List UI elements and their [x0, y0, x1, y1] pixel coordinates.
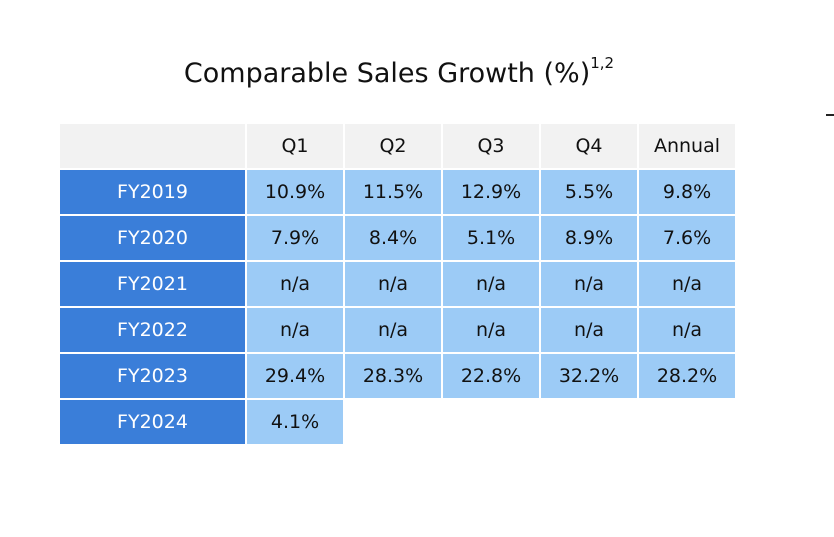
table-cell: 5.1% — [443, 216, 539, 260]
table-cell: n/a — [443, 308, 539, 352]
table-cell: 8.4% — [345, 216, 441, 260]
corner-cell — [60, 124, 245, 168]
table-cell: 29.4% — [247, 354, 343, 398]
edge-dash-mark — [826, 114, 834, 116]
column-header-annual: Annual — [639, 124, 735, 168]
empty-cell — [639, 400, 735, 444]
table-cell: 28.3% — [345, 354, 441, 398]
column-header-q1: Q1 — [247, 124, 343, 168]
row-label-fy2019: FY2019 — [60, 170, 245, 214]
table-cell: 9.8% — [639, 170, 735, 214]
table-cell: 8.9% — [541, 216, 637, 260]
table-row: FY2024 4.1% — [60, 400, 735, 444]
table-cell: n/a — [247, 262, 343, 306]
table-row: FY2019 10.9% 11.5% 12.9% 5.5% 9.8% — [60, 170, 735, 214]
table-cell: 7.9% — [247, 216, 343, 260]
table-cell: 22.8% — [443, 354, 539, 398]
table-cell: 10.9% — [247, 170, 343, 214]
table-cell: n/a — [541, 262, 637, 306]
header-row: Q1 Q2 Q3 Q4 Annual — [60, 124, 735, 168]
table-cell: n/a — [247, 308, 343, 352]
empty-cell — [345, 400, 441, 444]
table-cell: n/a — [443, 262, 539, 306]
table-row: FY2023 29.4% 28.3% 22.8% 32.2% 28.2% — [60, 354, 735, 398]
table-row: FY2022 n/a n/a n/a n/a n/a — [60, 308, 735, 352]
column-header-q4: Q4 — [541, 124, 637, 168]
table-cell: 32.2% — [541, 354, 637, 398]
row-label-fy2020: FY2020 — [60, 216, 245, 260]
row-label-fy2021: FY2021 — [60, 262, 245, 306]
table-row: FY2021 n/a n/a n/a n/a n/a — [60, 262, 735, 306]
table-cell: 12.9% — [443, 170, 539, 214]
table-row: FY2020 7.9% 8.4% 5.1% 8.9% 7.6% — [60, 216, 735, 260]
row-label-fy2024: FY2024 — [60, 400, 245, 444]
table-cell: n/a — [639, 308, 735, 352]
table-cell: 7.6% — [639, 216, 735, 260]
column-header-q3: Q3 — [443, 124, 539, 168]
empty-cell — [541, 400, 637, 444]
table-cell: 28.2% — [639, 354, 735, 398]
table-cell: n/a — [541, 308, 637, 352]
row-label-fy2022: FY2022 — [60, 308, 245, 352]
title-text: Comparable Sales Growth (%) — [183, 58, 591, 89]
sales-growth-table: Q1 Q2 Q3 Q4 Annual FY2019 10.9% 11.5% 12… — [58, 122, 737, 446]
column-header-q2: Q2 — [345, 124, 441, 168]
table-cell: 4.1% — [247, 400, 343, 444]
empty-cell — [443, 400, 539, 444]
table-cell: n/a — [345, 262, 441, 306]
row-label-fy2023: FY2023 — [60, 354, 245, 398]
table-cell: n/a — [639, 262, 735, 306]
table-cell: 11.5% — [345, 170, 441, 214]
table-title: Comparable Sales Growth (%)1,2 — [0, 54, 834, 89]
table-cell: n/a — [345, 308, 441, 352]
title-footnote-marker: 1,2 — [590, 54, 615, 72]
table-cell: 5.5% — [541, 170, 637, 214]
